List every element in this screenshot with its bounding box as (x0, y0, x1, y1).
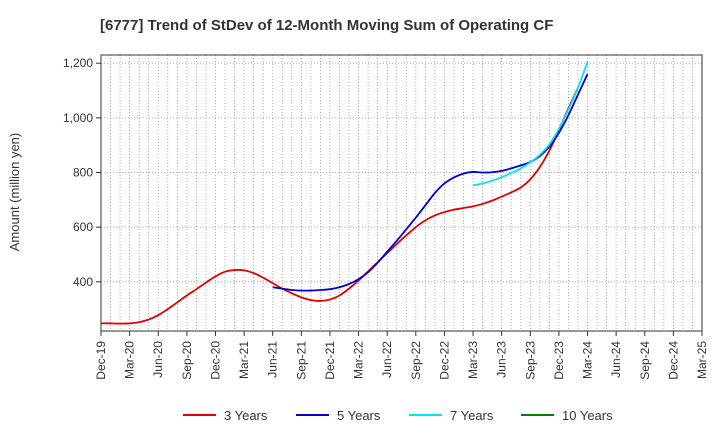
plot-area (100, 54, 703, 332)
legend: 3 Years 5 Years 7 Years 10 Years (183, 408, 613, 423)
y-tick-label: 800 (73, 166, 93, 180)
y-axis-label: Amount (million yen) (7, 133, 22, 252)
y-tick-label: 1,000 (63, 111, 93, 125)
x-tick-label: Mar-20 (123, 341, 137, 379)
grid (101, 55, 702, 331)
x-axis-ticks: Dec-19 Mar-20 Jun-20 Sep-20 Dec-20 Mar-21 Jun-… (94, 331, 709, 380)
series-line-5-years (272, 73, 589, 292)
series-line-3-years (100, 87, 579, 325)
x-tick-label: Mar-21 (237, 341, 251, 379)
x-tick-label: Sep-24 (638, 341, 652, 380)
legend-label-3-years: 3 Years (224, 408, 268, 423)
y-tick-label: 600 (73, 220, 93, 234)
x-tick-label: Sep-21 (294, 341, 308, 380)
legend-label-7-years: 7 Years (450, 408, 494, 423)
series-lines (100, 61, 589, 325)
x-tick-label: Dec-23 (552, 341, 566, 380)
x-tick-label: Sep-20 (180, 341, 194, 380)
x-tick-label: Mar-25 (695, 341, 709, 379)
y-axis-ticks: 400 600 800 1,000 1,200 (63, 56, 101, 289)
y-tick-label: 400 (73, 275, 93, 289)
x-tick-label: Dec-21 (323, 341, 337, 380)
x-tick-label: Mar-23 (466, 341, 480, 379)
x-tick-label: Dec-24 (666, 341, 680, 380)
x-tick-label: Mar-24 (581, 341, 595, 379)
x-tick-label: Sep-23 (523, 341, 537, 380)
x-tick-label: Dec-19 (94, 341, 108, 380)
x-tick-label: Jun-24 (609, 341, 623, 378)
series-line-7-years (472, 61, 589, 187)
x-tick-label: Jun-23 (495, 341, 509, 378)
x-tick-label: Dec-20 (208, 341, 222, 380)
x-tick-label: Jun-20 (151, 341, 165, 378)
x-tick-label: Dec-22 (437, 341, 451, 380)
chart-title: [6777] Trend of StDev of 12-Month Moving… (100, 17, 553, 34)
x-tick-label: Sep-22 (409, 341, 423, 380)
legend-label-10-years: 10 Years (562, 408, 613, 423)
y-tick-label: 1,200 (63, 56, 93, 70)
x-tick-label: Jun-21 (266, 341, 280, 378)
x-tick-label: Jun-22 (380, 341, 394, 378)
legend-label-5-years: 5 Years (337, 408, 381, 423)
x-tick-label: Mar-22 (352, 341, 366, 379)
